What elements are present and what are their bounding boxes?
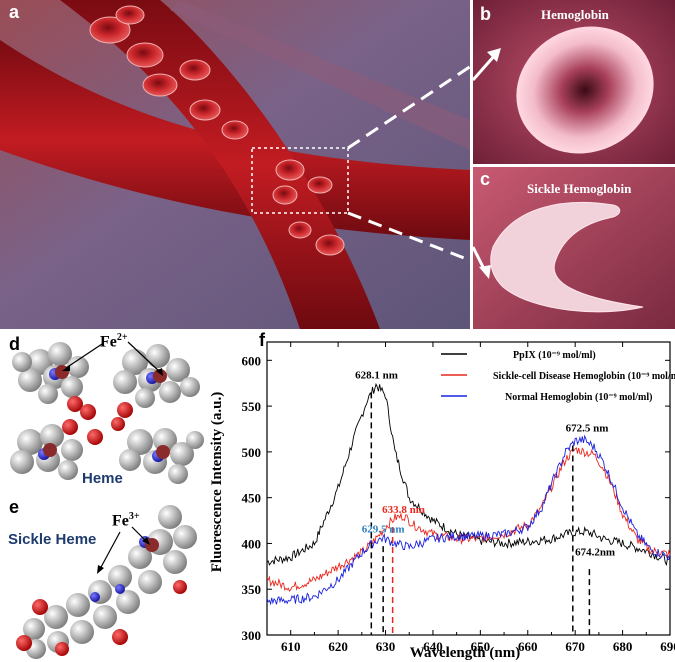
series-line-ppix: [266, 382, 671, 567]
fe-symbol: Fe: [112, 512, 129, 530]
vessel-illustration: [0, 0, 470, 329]
plot-frame: [266, 341, 671, 636]
y-tick-label: 450: [242, 491, 262, 506]
panel-c-label: c: [480, 169, 491, 189]
normal-rbc-image: [473, 0, 675, 164]
sickle-rbc-image: [473, 167, 675, 329]
chart-series: [266, 382, 671, 606]
peak-annotation: 633.8 nm: [382, 504, 425, 516]
heme-molecule-model: [10, 341, 204, 484]
peak-annotation: 629.5 nm: [362, 523, 405, 535]
panel-b-hemoglobin-micrograph: b Hemoglobin: [473, 0, 675, 164]
x-tick-label: 620: [328, 639, 348, 654]
y-axis-label: Fluorescence Intensity (a.u.): [209, 392, 225, 573]
y-tick-label: 550: [242, 399, 262, 414]
fe-charge: 3+: [128, 511, 140, 522]
series-line-sickle: [266, 447, 671, 592]
panel-a-vessel-illustration: a: [0, 0, 470, 329]
x-tick-label: 610: [281, 639, 301, 654]
x-tick-label: 660: [518, 639, 538, 654]
panel-e-caption: Sickle Heme: [8, 531, 97, 548]
peak-annotation: 672.5 nm: [566, 423, 609, 435]
panel-d-label: d: [9, 334, 20, 354]
y-tick-label: 400: [242, 536, 262, 551]
panel-c-sickle-micrograph: c Sickle Hemoglobin: [473, 167, 675, 329]
x-tick-label: 650: [471, 639, 491, 654]
legend-entry: Normal Hemoglobin (10⁻⁹ mol/ml): [505, 392, 652, 403]
panel-b-label: b: [480, 4, 491, 24]
x-tick-label: 640: [423, 639, 443, 654]
x-tick-label: 670: [565, 639, 585, 654]
chart-legend: PpIX (10⁻⁹ mol/ml) Sickle-cell Disease He…: [441, 350, 675, 403]
legend-entry: PpIX (10⁻⁹ mol/ml): [513, 350, 596, 361]
x-axis-label: Wavelength (nm): [410, 645, 520, 661]
panel-d-heme-structure: d Fe2+ Heme: [0, 332, 205, 497]
panel-e-fe-label: Fe3+: [112, 511, 140, 530]
fe-charge: 2+: [116, 332, 128, 343]
y-tick-label: 300: [242, 628, 262, 643]
sickle-heme-molecule-model: [16, 505, 197, 659]
panel-f-label: f: [259, 332, 265, 350]
panel-d-caption: Heme: [82, 470, 123, 487]
chart-annotations: 628.1 nm 633.8 nm 629.5 nm 672.5 nm 674.2nm: [355, 370, 615, 635]
zoom-box: [251, 147, 349, 214]
peak-annotation: 674.2nm: [575, 546, 615, 558]
y-tick-label: 500: [242, 445, 262, 460]
fe-symbol: Fe: [100, 333, 117, 351]
panel-b-title: Hemoglobin: [541, 7, 609, 22]
panel-a-label: a: [9, 2, 20, 22]
peak-annotation: 628.1 nm: [355, 370, 398, 382]
panel-e-sickle-heme-structure: e Fe3+ Sickle Heme: [0, 497, 205, 662]
chart-axes: 610 620 630 640 650 660 670 680 690 300 350 400 450 5…: [242, 341, 675, 654]
x-tick-label: 680: [613, 639, 633, 654]
y-tick-label: 600: [242, 353, 262, 368]
panel-c-title: Sickle Hemoglobin: [527, 181, 632, 196]
y-tick-label: 350: [242, 582, 262, 597]
series-line-normal: [266, 434, 671, 606]
panel-d-fe-label: Fe2+: [100, 332, 128, 351]
x-tick-label: 630: [376, 639, 396, 654]
panel-e-label: e: [9, 497, 20, 517]
panel-f-fluorescence-chart: f 610 620 630 640 650 660 670 680 690 300 350 400 45…: [205, 332, 675, 662]
legend-entry: Sickle-cell Disease Hemoglobin (10⁻⁹ mol…: [493, 371, 675, 382]
x-tick-label: 690: [660, 639, 675, 654]
fluorescence-spectrum-chart: 610 620 630 640 650 660 670 680 690 300 350 400 450 5…: [209, 341, 675, 661]
